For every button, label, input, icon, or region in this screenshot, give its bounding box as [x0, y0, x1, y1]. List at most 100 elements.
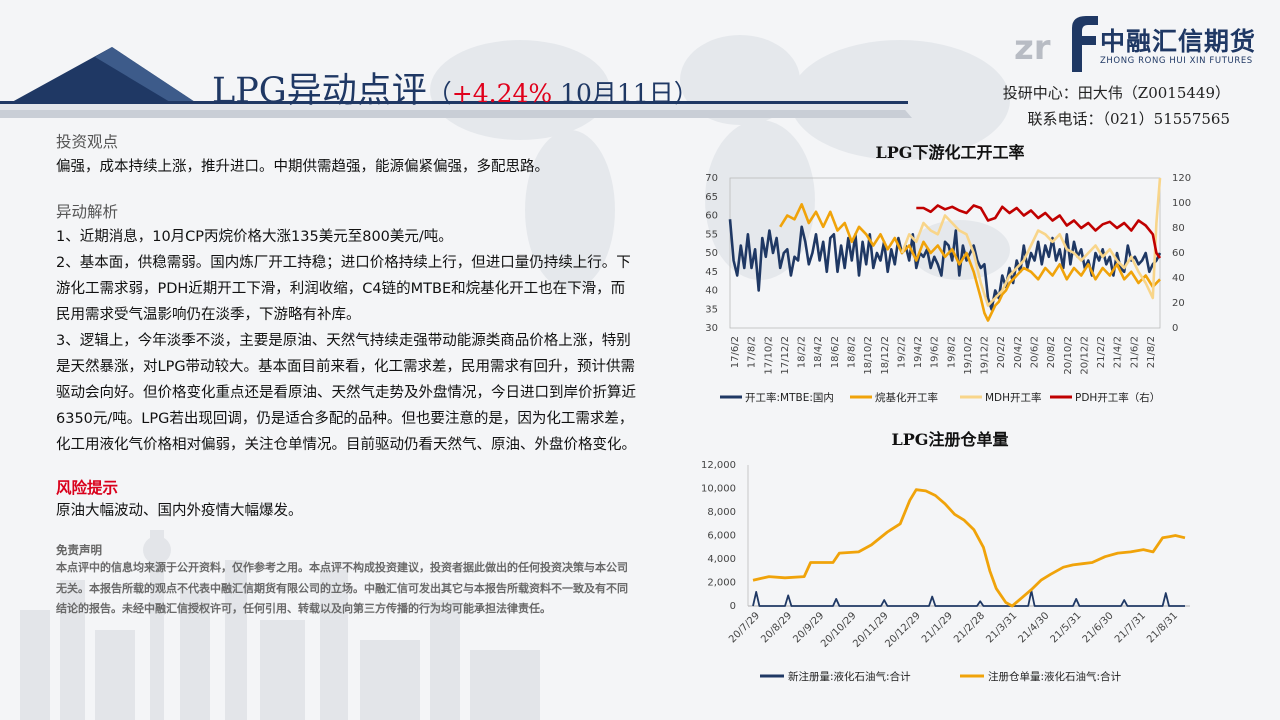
analysis-point-1: 1、近期消息，10月CP丙烷价格大涨135美元至800美元/吨。 — [56, 229, 453, 245]
chart1-y-tick: 40 — [705, 286, 718, 297]
view-text: 偏强，成本持续上涨，推升进口。中期供需趋强，能源偏紧偏强，多配思路。 — [56, 159, 549, 175]
chart1-series-line — [779, 203, 1161, 322]
chart2-legend-label: 注册仓单量:液化石油气:合计 — [988, 670, 1122, 683]
logo-text-cn: 中融汇信期货 — [1100, 27, 1257, 56]
chart1-x-tick: 19/8/2 — [946, 336, 957, 368]
chart1-legend-label: MDH开工率 — [985, 391, 1042, 404]
chart2-x-tick: 21/6/30 — [1081, 610, 1116, 645]
chart2-y-tick: 0 — [730, 601, 736, 612]
chart2-legend-label: 新注册量:液化石油气:合计 — [788, 670, 911, 683]
chart1-x-tick: 21/4/2 — [1113, 336, 1124, 368]
chart1-x-tick: 18/4/2 — [813, 336, 824, 368]
chart1-legend-label: 烷基化开工率 — [875, 391, 938, 404]
chart1-x-tick: 21/6/2 — [1129, 336, 1140, 368]
chart1-x-tick: 21/8/2 — [1146, 336, 1157, 368]
title-paren-open: （ — [426, 79, 452, 108]
chart1-y-tick: 60 — [705, 211, 718, 222]
chart1-x-tick: 19/12/2 — [980, 336, 991, 375]
chart1-x-tick: 19/2/2 — [896, 336, 907, 368]
chart2-series-line — [752, 488, 1186, 608]
title-main: LPG异动点评 — [212, 71, 427, 111]
chart1-series-line — [916, 204, 1162, 259]
chart1-x-axis: 17/6/2 17/8/2 17/10/2 17/12/2 18/2/2 18/4/2 18… — [730, 336, 1157, 375]
chart1-x-tick: 21/2/2 — [1096, 336, 1107, 368]
chart1-title: LPG下游化工开工率 — [876, 143, 1025, 162]
chart2-series-line — [752, 589, 1185, 607]
contact-phone: 联系电话：（021）51557565 — [1027, 110, 1230, 128]
chart1-x-tick: 20/6/2 — [1030, 336, 1041, 368]
chart2-x-tick: 20/7/29 — [727, 610, 762, 645]
chart1-x-tick: 17/10/2 — [763, 336, 774, 375]
chart1-x-tick: 17/12/2 — [780, 336, 791, 375]
chart1-x-tick: 18/6/2 — [830, 336, 841, 368]
commentary-column: 投资观点 偏强，成本持续上涨，推升进口。中期供需趋强，能源偏紧偏强，多配思路。 … — [56, 126, 636, 620]
chart1-y2-tick: 20 — [1172, 298, 1185, 309]
chart1-x-tick: 19/4/2 — [913, 336, 924, 368]
chart2-y-tick: 8,000 — [707, 507, 736, 518]
chart1-x-tick: 18/2/2 — [797, 336, 808, 368]
chart2-x-tick: 21/1/29 — [920, 610, 955, 645]
chart1-y2-axis: 120 100 80 60 40 20 0 — [1172, 173, 1191, 334]
page-title: LPG异动点评（+4.24% 10月11日） — [212, 62, 699, 113]
chart2-plot-area — [752, 488, 1186, 608]
city-skyline-watermark — [20, 530, 540, 720]
chart1-y-tick: 30 — [705, 323, 718, 334]
chart1-x-tick: 19/10/2 — [963, 336, 974, 375]
chart1-y-tick: 55 — [705, 229, 718, 240]
chart1-x-tick: 18/10/2 — [863, 336, 874, 375]
chart1-x-tick: 20/12/2 — [1079, 336, 1090, 375]
chart2-y-tick: 6,000 — [707, 531, 736, 542]
chart1-y2-tick: 100 — [1172, 198, 1191, 209]
svg-text:zr: zr — [1014, 28, 1051, 68]
view-heading: 投资观点 — [56, 133, 119, 151]
chart1-series-line — [900, 177, 1162, 307]
chart2-x-tick: 20/8/29 — [759, 610, 794, 645]
chart1-y-tick: 35 — [705, 304, 718, 315]
title-date: 10月11日 — [552, 79, 674, 108]
chart1-x-tick: 18/8/2 — [846, 336, 857, 368]
chart1-x-tick: 20/8/2 — [1046, 336, 1057, 368]
chart-registered-warrants: LPG注册仓单量 12,000 10,000 8,000 6,000 4,000 2,00… — [701, 430, 1190, 683]
chart1-x-tick: 19/6/2 — [930, 336, 941, 368]
chart1-legend-label: PDH开工率（右） — [1075, 391, 1160, 404]
analysis-point-3: 3、逻辑上，今年淡季不淡，主要是原油、天然气持续走强带动能源类商品价格上涨，特别… — [56, 333, 636, 453]
chart1-x-tick: 20/4/2 — [1013, 336, 1024, 368]
chart1-y2-tick: 40 — [1172, 273, 1185, 284]
chart1-y2-tick: 80 — [1172, 223, 1185, 234]
disclaimer-heading: 免责声明 — [56, 543, 102, 557]
chart2-x-tick: 21/2/28 — [952, 610, 987, 645]
analyst-info: 投研中心：田大伟（Z0015449） — [1002, 84, 1230, 102]
chart1-y-axis: 70 65 60 55 50 45 40 35 30 — [705, 173, 718, 334]
chart1-y-tick: 50 — [705, 248, 718, 259]
chart2-x-tick: 21/4/30 — [1016, 610, 1051, 645]
chart2-y-tick: 12,000 — [701, 460, 736, 471]
chart2-x-axis: 20/7/2920/8/2920/9/2920/10/2920/11/2920/… — [727, 610, 1180, 650]
chart2-y-tick: 4,000 — [707, 554, 736, 565]
chart1-x-tick: 17/8/2 — [747, 336, 758, 368]
chart1-plot-area — [728, 177, 1162, 322]
chart1-y2-tick: 60 — [1172, 248, 1185, 259]
chart1-x-tick: 20/10/2 — [1063, 336, 1074, 375]
title-paren-close: ） — [673, 79, 699, 108]
chart1-y-tick: 65 — [705, 192, 718, 203]
chart1-y-tick: 45 — [705, 267, 718, 278]
chart2-x-tick: 20/12/29 — [883, 610, 923, 650]
chart2-legend: 新注册量:液化石油气:合计 注册仓单量:液化石油气:合计 — [760, 670, 1122, 683]
price-change: +4.24% — [451, 79, 553, 108]
logo-text-en: ZHONG RONG HUI XIN FUTURES — [1100, 56, 1253, 66]
analysis-heading: 异动解析 — [56, 203, 119, 221]
chart1-legend-label: 开工率:MTBE:国内 — [745, 391, 834, 404]
chart2-y-tick: 2,000 — [707, 578, 736, 589]
chart2-x-tick: 21/8/31 — [1145, 610, 1180, 645]
chart2-gridlines — [747, 465, 1190, 607]
risk-text: 原油大幅波动、国内外疫情大幅爆发。 — [56, 503, 303, 519]
disclaimer-text: 本点评中的信息均来源于公开资料，仅作参考之用。本点评不构成投资建议，投资者据此做… — [56, 561, 628, 615]
chart2-x-tick: 21/3/31 — [984, 610, 1019, 645]
analysis-point-2: 2、基本面，供稳需弱。国内炼厂开工持稳；进口价格持续上行，但进口量仍持续上行。下… — [56, 255, 631, 323]
chart2-y-tick: 10,000 — [701, 484, 736, 495]
chart2-title: LPG注册仓单量 — [892, 430, 1009, 449]
chart-downstream-operating-rate: LPG下游化工开工率 70 65 60 55 50 45 40 35 30 120 100 80 60… — [705, 143, 1191, 404]
chart2-y-axis: 12,000 10,000 8,000 6,000 4,000 2,000 0 — [701, 460, 736, 612]
chart1-legend: 开工率:MTBE:国内 烷基化开工率 MDH开工率 PDH开工率（右） — [720, 391, 1160, 404]
chart2-x-tick: 21/5/31 — [1049, 610, 1084, 645]
